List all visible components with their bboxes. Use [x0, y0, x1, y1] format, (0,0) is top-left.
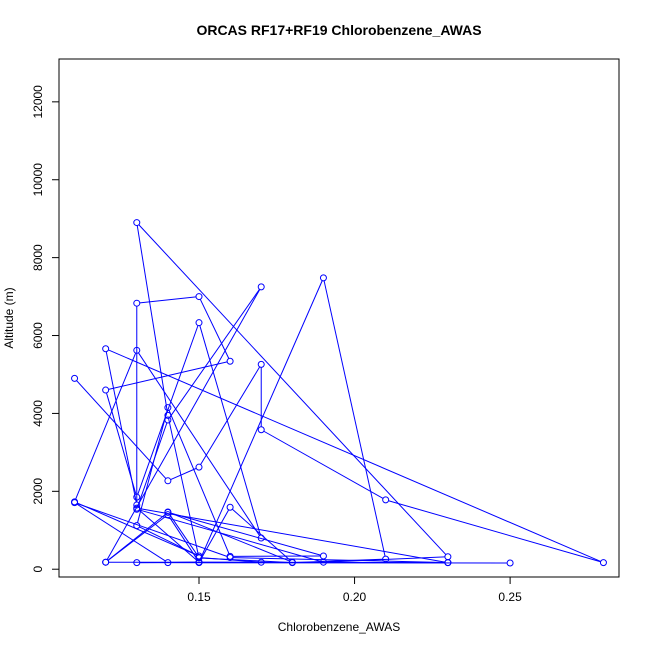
y-tick-label: 2000 — [31, 478, 45, 505]
data-point — [258, 361, 264, 367]
series-segment — [137, 226, 167, 413]
data-point — [320, 275, 326, 281]
x-tick-label: 0.25 — [498, 590, 522, 604]
x-tick-label: 0.20 — [343, 590, 367, 604]
y-tick-label: 10000 — [31, 163, 45, 197]
series-segment — [171, 513, 290, 561]
x-axis: 0.15 0.20 0.25 — [187, 577, 522, 604]
series-segment — [138, 410, 168, 522]
series-segment — [201, 367, 260, 465]
y-tick-label: 0 — [31, 566, 45, 573]
data-point — [227, 504, 233, 510]
data-point — [445, 554, 451, 560]
series-segment — [170, 289, 260, 417]
series-segment — [171, 468, 197, 479]
series-segment — [170, 517, 198, 559]
data-point — [507, 560, 513, 566]
data-point — [72, 375, 78, 381]
series-segment — [200, 281, 322, 560]
data-point — [103, 559, 109, 565]
series-segment — [108, 350, 600, 561]
y-tick-label: 4000 — [31, 400, 45, 427]
series-segment — [200, 326, 261, 536]
y-axis: 0 2000 4000 6000 8000 10000 12000 — [31, 85, 59, 573]
y-tick-label: 8000 — [31, 244, 45, 271]
data-point — [165, 478, 171, 484]
y-tick-label: 12000 — [31, 85, 45, 119]
series-segment — [138, 353, 259, 536]
data-point — [600, 560, 606, 566]
data-point — [320, 553, 326, 559]
x-axis-label: Chlorobenzene_AWAS — [278, 620, 401, 634]
data-point — [103, 346, 109, 352]
series-segment — [139, 225, 446, 555]
data-point — [258, 427, 264, 433]
data-point — [134, 300, 140, 306]
series-segment — [107, 393, 136, 494]
y-axis-label: Altitude (m) — [2, 287, 16, 348]
data-point — [227, 358, 233, 364]
series-segment — [140, 297, 196, 303]
series-segment — [140, 509, 445, 562]
y-tick-label: 6000 — [31, 322, 45, 349]
series-segment — [76, 353, 136, 499]
data-point — [134, 220, 140, 226]
data-point — [196, 464, 202, 470]
data-point — [196, 294, 202, 300]
series-layer — [72, 220, 607, 566]
series-segment — [77, 504, 227, 557]
data-point — [103, 387, 109, 393]
data-point — [383, 497, 389, 503]
series-segment — [324, 281, 385, 556]
data-point — [196, 320, 202, 326]
chart-title: ORCAS RF17+RF19 Chlorobenzene_AWAS — [196, 22, 481, 38]
series-segment — [138, 325, 198, 494]
series-segment — [389, 501, 601, 562]
data-point — [258, 284, 264, 290]
series-segment — [200, 299, 229, 358]
x-tick-label: 0.15 — [187, 590, 211, 604]
plot-frame — [59, 59, 619, 577]
series-segment — [138, 423, 167, 507]
